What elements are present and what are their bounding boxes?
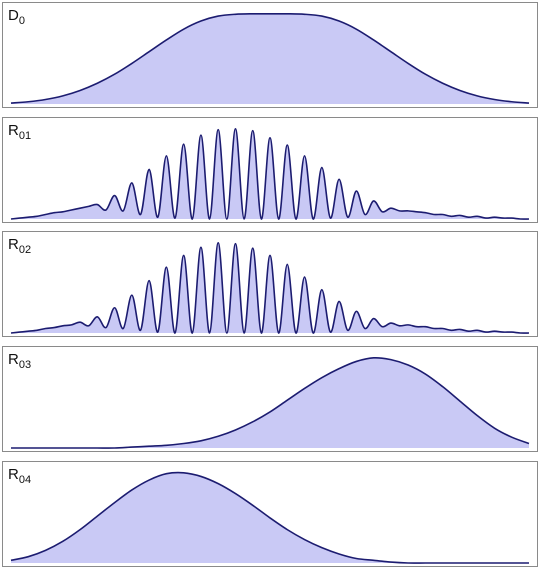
label-sub: 02: [18, 244, 32, 256]
label-main: D: [8, 7, 19, 24]
curve-area: [11, 128, 529, 220]
curve-line: [10, 12, 530, 104]
panel-label: D0: [8, 7, 25, 27]
curve-line: [10, 471, 529, 564]
label-main: R: [8, 236, 19, 253]
panel-label: R01: [8, 122, 32, 142]
label-sub: 03: [18, 359, 32, 371]
plot-r03: [10, 356, 530, 449]
plot-r04: [10, 471, 529, 564]
curve-area: [11, 13, 529, 105]
panel-label: R04: [8, 466, 32, 486]
plot-r02: [10, 242, 530, 334]
plot-d0: [10, 12, 530, 105]
label-sub: 04: [18, 474, 32, 486]
curve-area: [11, 472, 529, 564]
label-main: R: [8, 466, 19, 483]
panel-r03: R03: [2, 346, 538, 452]
panel-label: R03: [8, 351, 32, 371]
panel-r01: R01: [2, 117, 538, 223]
label-main: R: [8, 351, 19, 368]
panel-r04: R04: [2, 461, 538, 567]
label-sub: 0: [18, 15, 25, 27]
curve-area: [11, 242, 529, 334]
curve-line: [10, 356, 530, 449]
plot-r01: [10, 128, 530, 220]
curve-area: [11, 357, 529, 449]
panel-r02: R02: [2, 231, 538, 337]
label-sub: 01: [18, 130, 32, 142]
panel-d0: D0: [2, 2, 538, 108]
label-main: R: [8, 122, 19, 139]
curve-line: [10, 242, 530, 334]
panel-label: R02: [8, 236, 32, 256]
curve-line: [10, 128, 530, 220]
